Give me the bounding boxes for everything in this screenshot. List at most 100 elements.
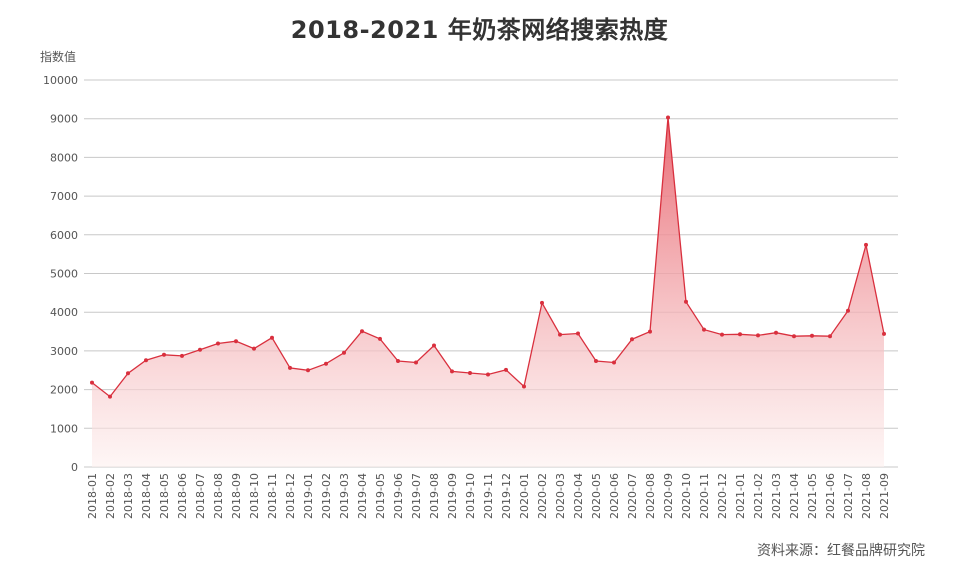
x-tick-label: 2021-09	[878, 473, 891, 519]
y-tick-label: 0	[71, 461, 78, 474]
x-tick-label: 2019-07	[410, 473, 423, 519]
data-point	[882, 331, 886, 336]
x-tick-label: 2018-10	[248, 473, 261, 519]
x-tick-label: 2021-08	[860, 473, 873, 519]
x-tick-label: 2018-06	[176, 473, 189, 519]
data-point	[414, 360, 418, 365]
x-tick-label: 2020-02	[536, 473, 549, 519]
x-tick-label: 2018-12	[284, 473, 297, 519]
data-point	[540, 300, 544, 305]
data-point	[810, 333, 814, 338]
data-point	[756, 333, 760, 338]
data-point	[396, 359, 400, 363]
data-point	[144, 358, 148, 363]
data-point	[486, 372, 490, 377]
data-point	[720, 332, 724, 337]
x-tick-label: 2019-06	[392, 473, 405, 519]
data-point	[198, 347, 202, 352]
x-tick-label: 2020-01	[518, 473, 531, 519]
data-point	[342, 350, 346, 355]
x-tick-label: 2021-06	[824, 473, 837, 519]
y-tick-label: 10000	[43, 74, 78, 87]
x-tick-label: 2021-05	[806, 473, 819, 519]
data-point	[558, 332, 562, 337]
x-tick-label: 2020-11	[698, 473, 711, 519]
x-tick-label: 2019-03	[338, 473, 351, 519]
y-tick-label: 9000	[50, 113, 78, 126]
data-point	[288, 365, 292, 370]
x-tick-label: 2018-11	[266, 473, 279, 519]
data-point	[432, 343, 436, 348]
y-tick-label: 4000	[50, 306, 78, 319]
data-point	[792, 334, 796, 339]
x-tick-label: 2021-07	[842, 473, 855, 519]
data-point	[180, 353, 184, 358]
x-tick-label: 2020-06	[608, 473, 621, 519]
data-point	[630, 337, 634, 342]
area-fill	[92, 117, 884, 467]
data-point	[648, 329, 652, 334]
y-tick-label: 6000	[50, 229, 78, 242]
x-tick-label: 2019-05	[374, 473, 387, 519]
data-point	[234, 339, 238, 344]
x-tick-label: 2018-02	[104, 473, 117, 519]
data-point	[828, 334, 832, 339]
x-tick-labels: 2018-01 2018-02 2018-03 2018-04 2018-05 2018-…	[86, 473, 891, 519]
data-point	[108, 394, 112, 399]
x-tick-label: 2019-10	[464, 473, 477, 519]
y-tick-label: 5000	[50, 268, 78, 281]
data-point	[522, 384, 526, 389]
data-point	[126, 371, 130, 376]
data-point	[576, 331, 580, 336]
data-point	[846, 308, 850, 313]
y-tick-labels: 0 1000 2000 3000 4000 5000 6000 7000 8000 9000 100…	[43, 74, 78, 474]
data-point	[504, 367, 508, 372]
x-tick-label: 2021-04	[788, 473, 801, 519]
x-tick-label: 2018-05	[158, 473, 171, 519]
x-tick-label: 2018-08	[212, 473, 225, 519]
y-axis-label: 指数值	[40, 50, 77, 64]
x-tick-label: 2020-10	[680, 473, 693, 519]
data-point	[774, 330, 778, 335]
x-tick-label: 2019-12	[500, 473, 513, 519]
x-tick-label: 2018-01	[86, 473, 99, 519]
data-points	[90, 115, 886, 399]
x-tick-label: 2019-11	[482, 473, 495, 519]
data-point	[270, 335, 274, 340]
x-tick-label: 2019-09	[446, 473, 459, 519]
x-tick-label: 2020-08	[644, 473, 657, 519]
data-point	[864, 242, 868, 247]
data-point	[594, 359, 598, 363]
data-point	[612, 360, 616, 365]
y-tick-label: 7000	[50, 190, 78, 203]
y-tick-label: 8000	[50, 151, 78, 164]
x-tick-label: 2020-09	[662, 473, 675, 519]
x-tick-label: 2018-04	[140, 473, 153, 519]
x-tick-label: 2021-01	[734, 473, 747, 519]
x-tick-label: 2021-03	[770, 473, 783, 519]
data-point	[90, 380, 94, 385]
area-fill-group	[91, 117, 885, 467]
x-tick-label: 2018-07	[194, 473, 207, 519]
x-tick-label: 2019-08	[428, 473, 441, 519]
data-point	[738, 332, 742, 337]
x-tick-label: 2020-07	[626, 473, 639, 519]
x-tick-label: 2020-12	[716, 473, 729, 519]
x-tick-label: 2020-04	[572, 473, 585, 519]
x-tick-label: 2019-02	[320, 473, 333, 519]
data-point	[324, 361, 328, 366]
x-tick-label: 2020-03	[554, 473, 567, 519]
y-tick-label: 2000	[50, 384, 78, 397]
data-point	[306, 368, 310, 373]
data-point	[216, 341, 220, 346]
data-point	[468, 371, 472, 375]
x-tick-label: 2021-02	[752, 473, 765, 519]
data-point	[450, 369, 454, 374]
y-tick-label: 3000	[50, 345, 78, 358]
data-point	[702, 327, 706, 332]
x-tick-label: 2018-09	[230, 473, 243, 519]
x-tick-label: 2020-05	[590, 473, 603, 519]
x-tick-label: 2018-03	[122, 473, 135, 519]
data-point	[666, 115, 670, 120]
